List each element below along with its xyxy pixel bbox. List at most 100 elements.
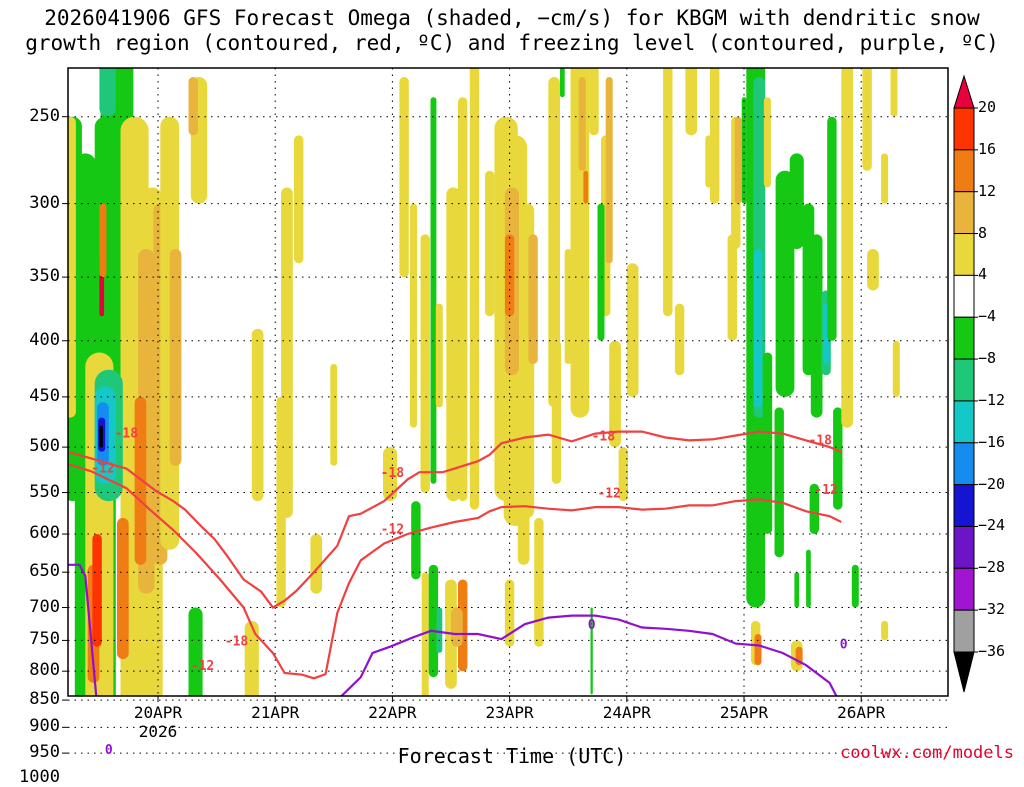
- omega-shade-cell: [188, 607, 203, 696]
- dgz-minus12-contour: [68, 462, 842, 680]
- omega-shade-cell: [754, 249, 763, 408]
- colorbar-box: [953, 567, 975, 611]
- omega-shade-cell: [890, 68, 898, 117]
- colorbar-box: [953, 149, 975, 193]
- omega-shade-cell: [420, 234, 430, 493]
- omega-shade-cell: [605, 77, 613, 264]
- omega-shade-cell: [794, 572, 800, 608]
- colorbar-label: 20: [978, 98, 997, 116]
- omega-shade-cell: [618, 447, 628, 502]
- dgz-contour-label-minus18: -18: [592, 430, 616, 445]
- y-tick-label: 450: [29, 385, 60, 406]
- omega-shade-cell: [410, 203, 417, 428]
- omega-shade-cell: [435, 303, 443, 408]
- colorbar-label: −20: [978, 474, 1006, 493]
- colorbar-label: 12: [978, 181, 997, 200]
- y-tick-label: 750: [29, 629, 60, 650]
- omega-shade-cell: [833, 407, 843, 510]
- y-tick-label: 250: [29, 105, 60, 126]
- omega-shade-cell: [734, 116, 742, 204]
- omega-shade-cell: [294, 135, 304, 264]
- colorbar-label: 8: [978, 223, 988, 242]
- omega-shade-cell: [134, 396, 147, 565]
- colorbar-box: [953, 107, 975, 151]
- y-tick-label: 800: [29, 660, 60, 681]
- colorbar-label: 16: [978, 139, 997, 158]
- omega-shade-cell: [68, 116, 76, 418]
- dgz-contour-label-minus12: -12: [814, 483, 837, 498]
- colorbar-bottom-arrow: [953, 651, 975, 693]
- omega-shade-cell: [789, 153, 804, 250]
- omega-shade-cell: [590, 607, 593, 695]
- y-tick-label: 900: [29, 716, 60, 737]
- omega-shade-cell: [892, 340, 900, 397]
- omega-shade-cell: [411, 501, 421, 580]
- colorbar-label: −32: [978, 600, 1006, 619]
- x-tick-label: 21APR: [251, 703, 300, 722]
- x-year-label: 2026: [138, 722, 178, 741]
- dgz-contour-label-minus12: -12: [91, 462, 114, 477]
- x-tick-label: 22APR: [368, 703, 417, 722]
- omega-shade-cell: [399, 77, 409, 278]
- colorbar-label: −8: [978, 349, 997, 368]
- omega-shade-cell: [517, 509, 530, 565]
- omega-shading: [68, 68, 900, 696]
- omega-shade-cell: [504, 234, 515, 317]
- omega-shade-cell: [881, 620, 889, 641]
- omega-shade-cell: [841, 68, 853, 428]
- chart-title-line-1: 2026041906 GFS Forecast Omega (shaded, −…: [44, 6, 980, 30]
- credit-text: coolwx.com/models: [840, 743, 1014, 763]
- omega-shade-cell: [881, 153, 889, 204]
- omega-shade-cell: [578, 77, 586, 171]
- colorbar-label: −4: [978, 307, 997, 326]
- colorbar-label: −12: [978, 390, 1006, 409]
- colorbar-label: −16: [978, 432, 1006, 451]
- y-tick-label: 850: [29, 689, 60, 710]
- y-tick-label: 350: [29, 266, 60, 287]
- omega-shade-cell: [597, 203, 605, 341]
- colorbar-label: 4: [978, 265, 988, 284]
- y-tick-label: 550: [29, 481, 60, 502]
- omega-shade-cell: [548, 77, 560, 408]
- omega-shade-cell: [827, 116, 837, 341]
- omega-shade-cell: [383, 447, 398, 502]
- dgz-contour-label-minus12: -12: [191, 659, 214, 674]
- omega-shade-cell: [528, 234, 538, 364]
- omega-shade-cell: [564, 249, 572, 364]
- omega-time-height-chart: -18 -18 -18 -18 -18 -12 -12 -12 -12 -12 0 0 0: [62, 67, 978, 758]
- omega-shade-cell: [710, 68, 720, 204]
- omega-shade-cell: [705, 135, 713, 188]
- colorbar-box: [953, 609, 975, 653]
- colorbar-label: −24: [978, 516, 1006, 535]
- omega-shade-cell: [458, 97, 468, 502]
- omega-shade-cell: [99, 203, 107, 278]
- omega-shade-cell: [99, 425, 103, 448]
- chart-title-line-2: growth region (contoured, red, ºC) and f…: [25, 31, 999, 55]
- omega-shade-cell: [867, 249, 879, 291]
- omega-shade-cell: [762, 352, 773, 534]
- x-tick-label: 25APR: [719, 703, 769, 722]
- omega-shade-cell: [451, 607, 463, 647]
- x-tick-label: 24APR: [602, 703, 651, 722]
- y-tick-label: 600: [29, 523, 60, 544]
- omega-shade-cell: [674, 303, 685, 376]
- omega-shade-cell: [430, 97, 437, 484]
- y-tick-label: 300: [29, 192, 60, 213]
- omega-shade-cell: [428, 564, 439, 678]
- colorbar-box: [953, 316, 975, 360]
- colorbar-top-arrow: [953, 74, 975, 109]
- x-tick-label: 20APR: [133, 703, 183, 722]
- dgz-contour-label-minus18: -18: [808, 433, 832, 448]
- y-tick-label: 1000: [19, 766, 60, 787]
- dgz-contour-label-minus12: -12: [597, 487, 620, 502]
- colorbar-box: [953, 191, 975, 235]
- omega-shade-cell: [806, 549, 811, 608]
- colorbar-box: [953, 484, 975, 527]
- colorbar-label: −28: [978, 558, 1006, 577]
- x-axis-title: Forecast Time (UTC): [397, 744, 627, 768]
- omega-shade-cell: [421, 572, 429, 696]
- omega-shade-cell: [609, 340, 621, 448]
- omega-shade-cell: [446, 187, 461, 502]
- omega-shade-cell: [560, 68, 565, 98]
- omega-shade-cell: [485, 170, 495, 317]
